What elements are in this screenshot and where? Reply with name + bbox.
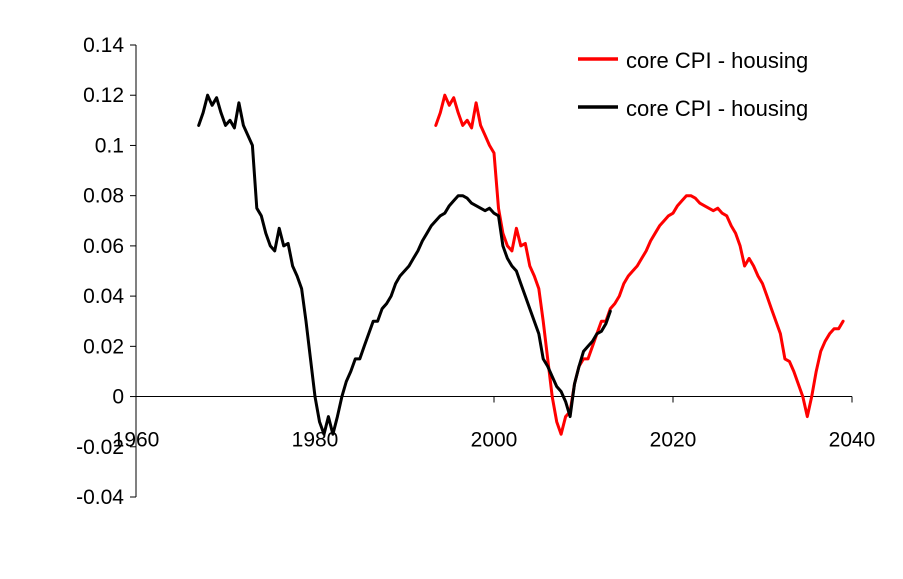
y-tick-label: -0.02 — [76, 436, 124, 459]
legend-label-red: core CPI - housing — [626, 48, 808, 73]
series-line-black — [197, 93, 612, 436]
legend: core CPI - housing core CPI - housing — [578, 48, 808, 121]
ticks-layer: -0.04 -0.02 0 0.02 0.04 0.06 0.08 0.1 0.12 0.14 19… — [76, 34, 875, 509]
x-tick-label: 1980 — [292, 429, 339, 452]
y-tick-label: 0.06 — [83, 235, 124, 258]
y-tick-label: 0.02 — [83, 335, 124, 358]
x-tick-label: 2000 — [471, 429, 518, 452]
x-tick-label: 1960 — [113, 429, 160, 452]
x-tick-label: 2020 — [650, 429, 697, 452]
y-tick-label: 0.1 — [95, 134, 124, 157]
series-layer — [197, 93, 845, 436]
y-tick-label: 0.04 — [83, 285, 124, 308]
y-tick-label: 0 — [112, 386, 124, 409]
legend-label-black: core CPI - housing — [626, 96, 808, 121]
y-tick-label: -0.04 — [76, 486, 124, 509]
y-tick-label: 0.08 — [83, 185, 124, 208]
series-line-red — [434, 93, 845, 436]
x-tick-label: 2040 — [829, 429, 876, 452]
y-tick-label: 0.14 — [83, 34, 124, 57]
y-tick-label: 0.12 — [83, 84, 124, 107]
